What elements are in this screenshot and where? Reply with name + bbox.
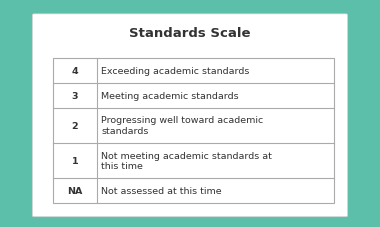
Text: Progressing well toward academic
standards: Progressing well toward academic standar… — [101, 116, 264, 135]
Text: 2: 2 — [72, 121, 78, 130]
Text: Not assessed at this time: Not assessed at this time — [101, 186, 222, 195]
Text: Standards Scale: Standards Scale — [129, 26, 251, 39]
FancyBboxPatch shape — [32, 15, 348, 217]
Text: Meeting academic standards: Meeting academic standards — [101, 91, 239, 100]
Text: NA: NA — [67, 186, 83, 195]
Text: 4: 4 — [72, 67, 78, 76]
Bar — [53, 59, 334, 203]
Text: Not meeting academic standards at
this time: Not meeting academic standards at this t… — [101, 151, 272, 170]
Text: 3: 3 — [72, 91, 78, 100]
Text: Exceeding academic standards: Exceeding academic standards — [101, 67, 250, 76]
Text: 1: 1 — [72, 156, 78, 165]
